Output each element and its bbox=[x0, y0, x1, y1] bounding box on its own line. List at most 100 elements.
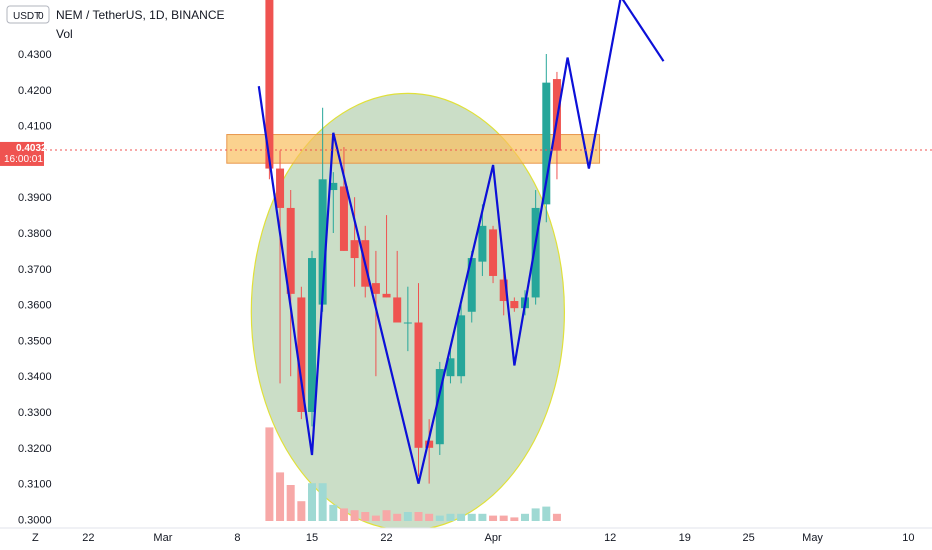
candle[interactable] bbox=[393, 250, 402, 323]
candle-body bbox=[276, 168, 285, 208]
price-tick-label: 0.3600 bbox=[18, 300, 52, 312]
currency-button-label: USDT bbox=[13, 11, 40, 22]
time-tick-label: 22 bbox=[82, 532, 94, 544]
price-tick-label: 0.3400 bbox=[18, 371, 52, 383]
price-tick-label: 0.4100 bbox=[18, 121, 52, 133]
volume-bar bbox=[499, 515, 508, 521]
candle[interactable] bbox=[382, 215, 391, 298]
candle-body bbox=[350, 240, 359, 259]
candle-body bbox=[425, 440, 434, 448]
volume-bar bbox=[478, 513, 487, 521]
candle[interactable] bbox=[467, 250, 476, 323]
volume-bar bbox=[382, 510, 391, 521]
candle[interactable] bbox=[489, 225, 498, 284]
candle-body bbox=[457, 315, 466, 377]
candle-body bbox=[489, 229, 498, 276]
price-tick-label: 0.3100 bbox=[18, 479, 52, 491]
candle[interactable] bbox=[339, 147, 348, 251]
time-tick-label: 12 bbox=[604, 532, 616, 544]
time-tick-label: Apr bbox=[484, 532, 501, 544]
candle-body bbox=[339, 186, 348, 251]
candle-body bbox=[371, 283, 380, 294]
candle[interactable] bbox=[350, 197, 359, 287]
price-badge: 0.4032 16:00:01 bbox=[0, 141, 47, 166]
candle[interactable] bbox=[265, 0, 274, 180]
volume-bar bbox=[393, 513, 402, 521]
candle-body bbox=[531, 207, 540, 298]
volume-bar bbox=[308, 483, 316, 521]
volume-bar bbox=[531, 508, 540, 521]
candle-body bbox=[499, 279, 508, 302]
candle[interactable] bbox=[457, 304, 466, 384]
volume-bar bbox=[510, 517, 519, 521]
candle[interactable] bbox=[329, 172, 338, 233]
currency-button[interactable] bbox=[6, 5, 50, 24]
candle[interactable] bbox=[510, 297, 519, 312]
price-tick-label: 0.3300 bbox=[18, 407, 52, 419]
candle-body bbox=[414, 322, 423, 448]
candle[interactable] bbox=[297, 286, 306, 420]
pattern-line[interactable] bbox=[257, 0, 665, 484]
price-axis[interactable]: 0.4300 0.4200 0.4100 0.3900 0.3800 0.3700 0.36… bbox=[18, 49, 52, 526]
candle-body bbox=[393, 297, 402, 323]
time-tick-label: 10 bbox=[902, 532, 914, 544]
price-badge-value: 0.4032 bbox=[16, 143, 47, 154]
candle[interactable] bbox=[446, 347, 455, 384]
candle[interactable] bbox=[276, 150, 285, 384]
price-tick-label: 0.3200 bbox=[18, 443, 52, 455]
candle-body bbox=[467, 258, 476, 312]
volume-bar bbox=[414, 512, 423, 521]
price-tick-label: 0.3500 bbox=[18, 335, 52, 347]
volume-bar bbox=[521, 513, 529, 521]
volume-bar bbox=[361, 512, 370, 521]
candle-body bbox=[510, 301, 519, 309]
candle-body bbox=[435, 369, 444, 445]
price-tick-label: 0.3700 bbox=[18, 264, 52, 276]
candle[interactable] bbox=[435, 361, 444, 455]
candle-body bbox=[478, 225, 487, 262]
price-tick-label: 0.3800 bbox=[18, 228, 52, 240]
volume-bar bbox=[371, 515, 380, 521]
volume-bar bbox=[489, 515, 498, 521]
volume-bar bbox=[403, 512, 412, 521]
price-tick-label: 0.4300 bbox=[18, 49, 52, 61]
candle-body bbox=[403, 322, 412, 324]
volume-bar bbox=[318, 483, 327, 521]
candle-body bbox=[382, 293, 391, 298]
volume-bar bbox=[339, 508, 348, 521]
candle[interactable] bbox=[478, 204, 487, 276]
volume-bar bbox=[552, 513, 561, 521]
candle-body bbox=[297, 297, 306, 412]
candle-body bbox=[329, 182, 338, 191]
candle[interactable] bbox=[425, 419, 434, 484]
candle[interactable] bbox=[414, 283, 423, 477]
volume-bar bbox=[350, 510, 359, 521]
currency-button-suffix: 0 bbox=[38, 11, 44, 22]
resistance-zone[interactable] bbox=[226, 134, 601, 164]
time-tick-label: 22 bbox=[380, 532, 392, 544]
volume-bar bbox=[457, 513, 466, 521]
candle-body bbox=[542, 82, 551, 205]
time-tick-label: 25 bbox=[743, 532, 755, 544]
time-tick-label: 8 bbox=[234, 532, 240, 544]
candle-body bbox=[286, 207, 295, 294]
time-tick-label: 19 bbox=[679, 532, 691, 544]
volume-bar bbox=[297, 501, 306, 521]
time-axis[interactable]: 22 Mar 8 15 22 Apr 12 19 25 May 10 bbox=[82, 532, 914, 544]
price-tick-label: 0.3900 bbox=[18, 192, 52, 204]
volume-bar bbox=[467, 513, 476, 521]
time-tick-label: 15 bbox=[306, 532, 318, 544]
candle[interactable] bbox=[542, 54, 551, 223]
candle[interactable] bbox=[286, 190, 295, 377]
volume-bar bbox=[435, 515, 444, 521]
volume-bar bbox=[265, 427, 274, 521]
time-tick-label: May bbox=[802, 532, 823, 544]
volume-indicator-label[interactable]: Vol bbox=[56, 27, 73, 41]
candle[interactable] bbox=[499, 268, 508, 316]
candle[interactable] bbox=[371, 250, 380, 377]
volume-bar bbox=[446, 513, 455, 521]
candle[interactable] bbox=[308, 250, 316, 427]
candle[interactable] bbox=[403, 286, 412, 352]
zone-marker: Z bbox=[32, 532, 39, 544]
